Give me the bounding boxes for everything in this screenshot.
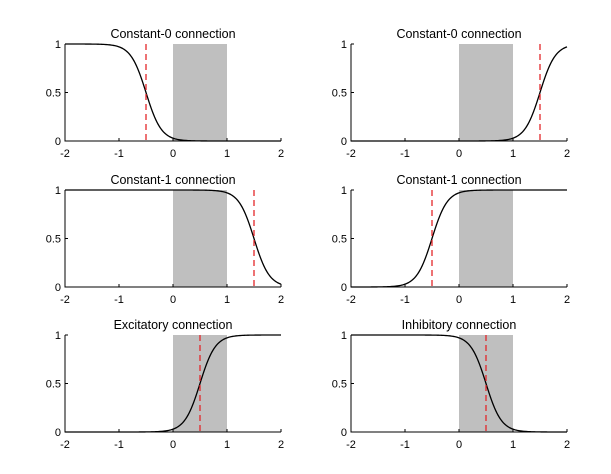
x-tick-label: -2 — [346, 294, 356, 306]
x-tick-label: 1 — [510, 439, 516, 451]
y-tick-label: 0 — [55, 282, 61, 294]
chart-title: Constant-1 connection — [396, 173, 521, 187]
x-tick-label: -2 — [346, 148, 356, 160]
chart-title: Inhibitory connection — [402, 318, 517, 332]
sigmoid-curve — [65, 189, 282, 285]
y-tick-label: 1 — [341, 185, 347, 197]
y-tick-label: 1 — [341, 39, 347, 51]
shaded-region — [173, 190, 227, 287]
subplot-5: -2 -1 0 1 2 0 0.5 1 Excitatory connection — [46, 318, 284, 451]
x-tick-label: 2 — [278, 439, 284, 451]
x-tick-label: 0 — [456, 148, 462, 160]
subplot-2: -2 -1 0 1 2 0 0.5 1 Constant-0 connection — [332, 27, 570, 160]
x-tick-label: -1 — [400, 294, 410, 306]
subplot-6: -2 -1 0 1 2 0 0.5 1 Inhibitory connection — [332, 318, 570, 451]
x-tick-label: 1 — [224, 294, 230, 306]
x-tick-label: 0 — [456, 439, 462, 451]
x-tick-label: -2 — [60, 439, 70, 451]
x-tick-label: 2 — [278, 148, 284, 160]
x-tick-label: 1 — [510, 148, 516, 160]
y-tick-label: 0.5 — [46, 234, 61, 246]
chart-title: Constant-0 connection — [396, 27, 521, 41]
x-tick-label: 2 — [564, 148, 570, 160]
chart-title: Excitatory connection — [114, 318, 233, 332]
shaded-region — [459, 190, 513, 287]
x-tick-label: 1 — [224, 148, 230, 160]
subplot-4: -2 -1 0 1 2 0 0.5 1 Constant-1 connection — [332, 173, 570, 306]
y-tick-label: 0.5 — [332, 379, 347, 391]
x-tick-label: -1 — [114, 148, 124, 160]
x-tick-label: 2 — [564, 294, 570, 306]
y-tick-label: 0.5 — [46, 88, 61, 100]
chart-title: Constant-0 connection — [110, 27, 235, 41]
shaded-region — [459, 44, 513, 141]
x-tick-label: 1 — [510, 294, 516, 306]
y-tick-label: 0.5 — [46, 379, 61, 391]
y-tick-label: 0 — [341, 282, 347, 294]
subplot-1: -2 -1 0 1 2 0 0.5 1 Constant-0 connection — [46, 27, 284, 160]
y-tick-label: 0 — [55, 136, 61, 148]
y-tick-label: 1 — [55, 185, 61, 197]
y-tick-label: 1 — [55, 330, 61, 342]
x-tick-label: 2 — [564, 439, 570, 451]
y-tick-label: 0.5 — [332, 234, 347, 246]
x-tick-label: -1 — [400, 439, 410, 451]
x-tick-label: 0 — [170, 439, 176, 451]
x-tick-label: 1 — [224, 439, 230, 451]
chart-title: Constant-1 connection — [110, 173, 235, 187]
x-tick-label: -2 — [346, 439, 356, 451]
y-tick-label: 0.5 — [332, 88, 347, 100]
x-tick-label: -1 — [400, 148, 410, 160]
x-tick-label: 0 — [456, 294, 462, 306]
x-tick-label: -2 — [60, 294, 70, 306]
x-tick-label: 0 — [170, 294, 176, 306]
y-tick-label: 0 — [341, 427, 347, 439]
y-tick-label: 0 — [55, 427, 61, 439]
y-tick-label: 0 — [341, 136, 347, 148]
subplot-3: -2 -1 0 1 2 0 0.5 1 Constant-1 connection — [46, 173, 284, 306]
x-tick-label: 2 — [278, 294, 284, 306]
x-tick-label: 0 — [170, 148, 176, 160]
x-tick-label: -2 — [60, 148, 70, 160]
shaded-region — [173, 44, 227, 141]
x-tick-label: -1 — [114, 294, 124, 306]
y-tick-label: 1 — [55, 39, 61, 51]
y-tick-label: 1 — [341, 330, 347, 342]
x-tick-label: -1 — [114, 439, 124, 451]
